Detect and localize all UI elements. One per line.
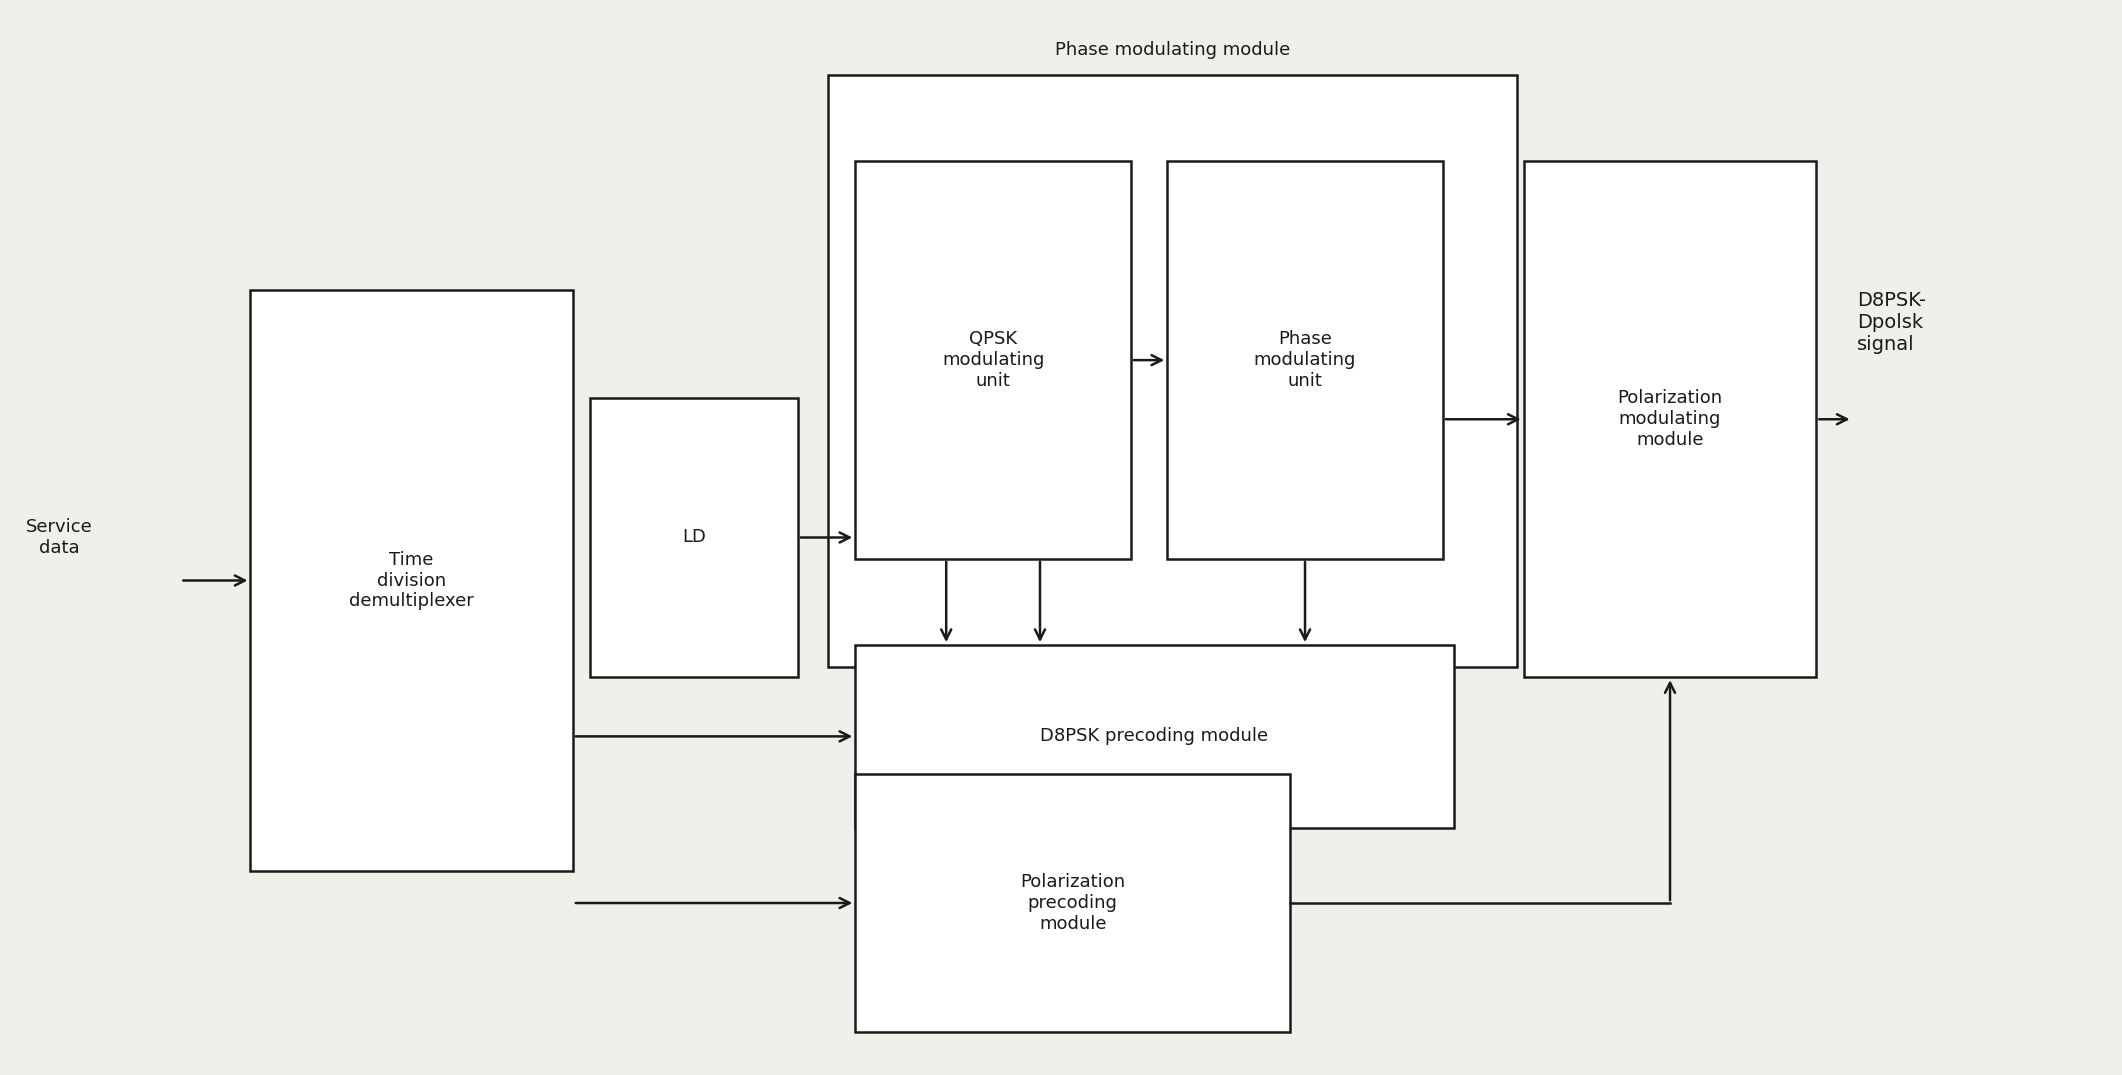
- Bar: [250, 290, 573, 871]
- Text: Polarization
modulating
module: Polarization modulating module: [1617, 389, 1723, 449]
- Bar: [855, 161, 1131, 559]
- Text: LD: LD: [681, 529, 707, 546]
- Bar: [1524, 161, 1816, 677]
- Text: D8PSK-
Dpolsk
signal: D8PSK- Dpolsk signal: [1857, 291, 1927, 354]
- Text: Time
division
demultiplexer: Time division demultiplexer: [350, 550, 473, 611]
- Text: Polarization
precoding
module: Polarization precoding module: [1021, 873, 1125, 933]
- Bar: [590, 398, 798, 677]
- Bar: [855, 645, 1454, 828]
- Text: D8PSK precoding module: D8PSK precoding module: [1040, 728, 1269, 745]
- Text: Phase
modulating
unit: Phase modulating unit: [1254, 330, 1356, 390]
- Bar: [828, 75, 1517, 666]
- Bar: [855, 774, 1290, 1032]
- Text: QPSK
modulating
unit: QPSK modulating unit: [942, 330, 1044, 390]
- Text: Service
data: Service data: [25, 518, 91, 557]
- Bar: [1167, 161, 1443, 559]
- Text: Phase modulating module: Phase modulating module: [1055, 41, 1290, 59]
